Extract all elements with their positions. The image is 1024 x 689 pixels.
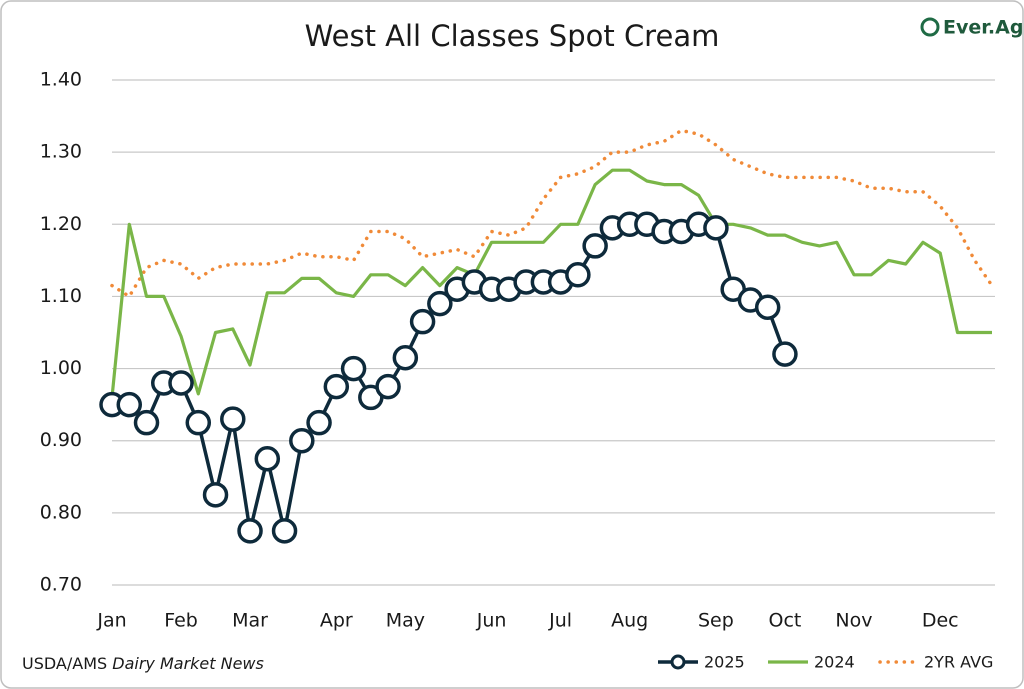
legend-marker: [670, 654, 686, 670]
marker: [220, 406, 246, 432]
marker: [168, 370, 194, 396]
legend: 2025 2024 2YR AVG: [658, 653, 993, 672]
y-tick-label: 0.80: [40, 501, 82, 523]
x-tick-label: Oct: [769, 610, 802, 632]
series-line: [110, 168, 992, 398]
marker: [323, 373, 350, 400]
logo: Ever.Ag: [920, 17, 1023, 39]
source: USDA/AMS Dairy Market News: [22, 654, 264, 673]
marker: [271, 518, 298, 544]
x-tick-label: Dec: [922, 610, 959, 632]
x-tick-label: May: [386, 610, 425, 632]
x-tick-label: Jan: [96, 610, 126, 632]
marker: [754, 294, 781, 320]
source-publication: Dairy Market News: [112, 654, 264, 673]
marker: [409, 308, 436, 335]
y-tick-label: 0.90: [40, 429, 82, 451]
chart-title: West All Classes Spot Cream: [305, 19, 720, 53]
marker: [306, 409, 332, 436]
marker: [392, 345, 419, 371]
legend-label: 2YR AVG: [924, 653, 993, 672]
marker: [289, 427, 315, 454]
marker: [375, 373, 401, 400]
x-tick-label: Feb: [164, 610, 198, 632]
marker: [254, 446, 281, 472]
marker: [582, 233, 608, 259]
marker: [427, 290, 453, 317]
x-tick-label: Jul: [548, 610, 572, 632]
x-tick-label: Mar: [232, 610, 268, 632]
series-line: [110, 128, 994, 299]
marker: [565, 262, 591, 288]
x-tick-label: Jun: [476, 610, 507, 632]
legend-label: 2025: [704, 653, 745, 672]
marker: [185, 409, 212, 436]
marker: [116, 391, 143, 418]
marker: [237, 518, 263, 544]
y-tick-label: 0.70: [40, 574, 82, 596]
logo-text: Ever.Ag: [943, 17, 1023, 39]
logo-icon: [920, 17, 940, 37]
y-tick-label: 1.40: [40, 69, 82, 91]
y-tick-label: 1.10: [40, 285, 82, 307]
marker: [202, 482, 229, 508]
x-tick-label: Apr: [320, 610, 353, 632]
y-tick-label: 1.20: [40, 213, 82, 235]
marker: [703, 215, 729, 241]
y-tick-label: 1.30: [40, 141, 82, 163]
marker: [340, 355, 367, 382]
x-tick-label: Aug: [611, 610, 648, 632]
marker: [772, 341, 798, 367]
y-tick-label: 1.00: [40, 357, 82, 379]
marker: [133, 409, 160, 436]
x-tick-label: Nov: [835, 610, 872, 632]
x-tick-label: Sep: [698, 610, 734, 632]
legend-label: 2024: [814, 653, 855, 672]
source-agency: USDA/AMS: [22, 654, 107, 673]
